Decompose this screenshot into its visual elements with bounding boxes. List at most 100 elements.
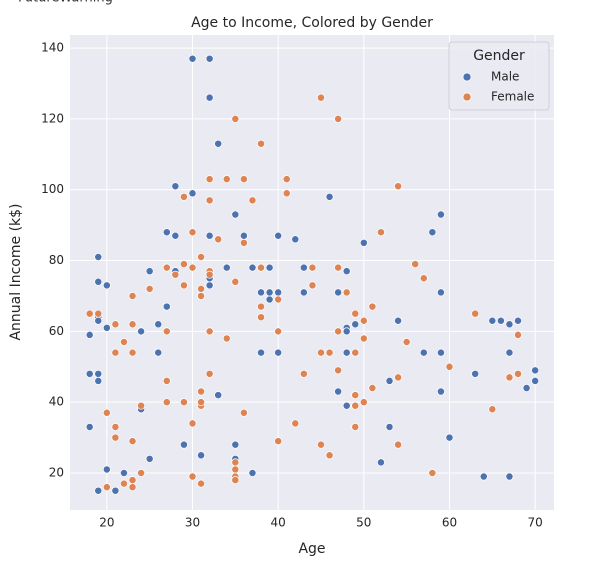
point: [257, 302, 265, 311]
point: [102, 323, 111, 332]
points: [85, 54, 540, 495]
point: [257, 263, 265, 272]
x-tick-label: 30: [185, 516, 200, 530]
point: [102, 408, 111, 417]
point: [471, 309, 480, 318]
point: [274, 437, 283, 446]
point: [436, 288, 445, 297]
point: [436, 387, 445, 396]
point: [325, 451, 334, 460]
point: [419, 274, 428, 283]
point: [111, 486, 120, 495]
point: [102, 465, 111, 474]
point: [411, 260, 420, 269]
point: [239, 231, 248, 240]
x-tick-label: 60: [442, 516, 457, 530]
point: [128, 348, 137, 357]
point: [248, 263, 257, 272]
y-tick-label: 120: [41, 111, 64, 125]
point: [317, 440, 325, 449]
point: [394, 182, 403, 191]
x-tick-label: 50: [356, 516, 371, 530]
point: [231, 458, 240, 467]
point: [162, 398, 171, 407]
point: [145, 267, 154, 276]
point: [248, 196, 257, 205]
point: [351, 391, 360, 400]
point: [317, 93, 325, 102]
point: [428, 228, 437, 237]
point: [325, 348, 334, 357]
point: [205, 54, 214, 63]
point: [419, 348, 428, 357]
point: [291, 235, 300, 244]
point: [514, 316, 522, 325]
point: [505, 472, 514, 481]
point: [394, 316, 403, 325]
point: [445, 433, 454, 442]
y-tick-label: 20: [49, 465, 64, 479]
point: [377, 458, 385, 467]
point: [308, 263, 317, 272]
point: [402, 338, 411, 346]
x-tick-label: 40: [271, 516, 286, 530]
point: [231, 465, 240, 474]
point: [299, 263, 308, 272]
point: [342, 401, 351, 410]
point: [334, 288, 343, 297]
point: [128, 292, 137, 300]
point: [471, 369, 480, 378]
point: [162, 376, 171, 385]
point: [205, 281, 214, 290]
point: [205, 327, 214, 336]
point: [145, 454, 154, 463]
point: [231, 210, 240, 219]
point: [394, 373, 403, 382]
point: [231, 277, 240, 286]
point: [137, 327, 146, 336]
point: [351, 348, 360, 357]
point: [145, 284, 154, 293]
point: [368, 384, 377, 392]
point: [239, 238, 248, 247]
point: [299, 288, 308, 297]
point: [162, 327, 171, 336]
point: [154, 348, 163, 357]
point: [128, 320, 137, 329]
point: [197, 398, 206, 407]
point: [205, 93, 214, 102]
point: [85, 330, 94, 339]
point: [505, 320, 514, 329]
point: [94, 369, 103, 378]
point: [179, 440, 188, 449]
point: [479, 472, 488, 481]
point: [239, 175, 248, 184]
point: [120, 469, 128, 477]
point: [377, 228, 385, 237]
point: [231, 440, 240, 449]
point: [205, 175, 214, 184]
point: [505, 373, 514, 382]
point: [137, 401, 146, 410]
point: [428, 469, 437, 477]
point: [342, 288, 351, 297]
point: [394, 440, 403, 449]
point: [496, 316, 505, 325]
point: [111, 348, 120, 357]
point: [351, 401, 360, 410]
point: [299, 369, 308, 378]
point: [171, 270, 180, 279]
point: [359, 316, 368, 325]
point: [334, 327, 343, 336]
y-tick-label: 80: [49, 253, 64, 267]
legend-box: [448, 41, 550, 111]
point: [531, 376, 540, 385]
y-tick-label: 40: [49, 395, 64, 409]
point: [128, 437, 137, 446]
point: [282, 175, 291, 184]
point: [102, 281, 111, 290]
point: [222, 263, 231, 272]
point: [197, 451, 206, 460]
warning-text: FutureWarning: [18, 0, 113, 6]
point: [102, 483, 111, 492]
